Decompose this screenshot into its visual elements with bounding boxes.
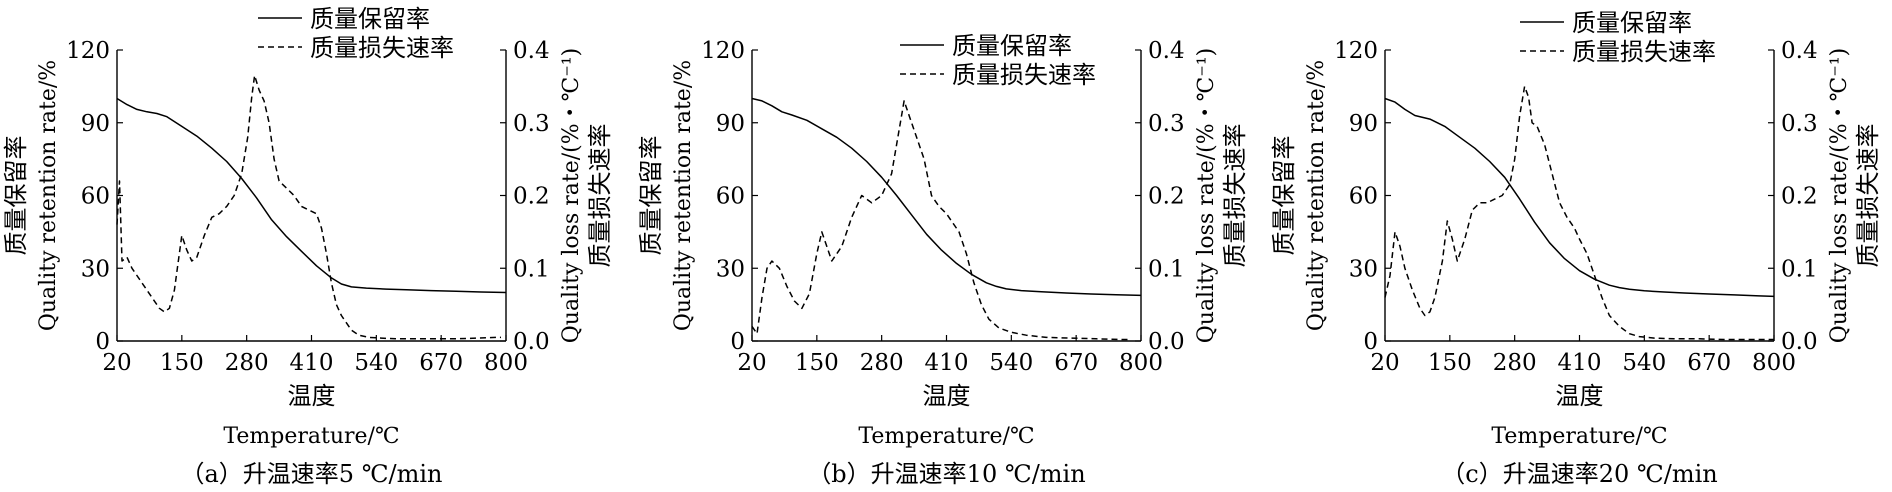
y-right-tick-label: 0.0 — [513, 329, 550, 355]
x-axis-title: Temperature/℃ — [1491, 424, 1667, 449]
y-right-title: Quality loss rate/(%・℃⁻¹) — [1827, 48, 1852, 344]
y-left-title: Quality retention rate/% — [671, 60, 696, 331]
y-right-tick-label: 0.4 — [1781, 38, 1818, 64]
x-tick-label: 280 — [860, 350, 904, 376]
x-tick-label: 800 — [1752, 350, 1796, 376]
y-right-title: Quality loss rate/(%・℃⁻¹) — [559, 48, 584, 344]
x-tick-label: 800 — [484, 350, 528, 376]
x-tick-label: 150 — [795, 350, 839, 376]
y-left-tick-label: 90 — [716, 111, 745, 137]
y-left-tick-label: 90 — [81, 111, 110, 137]
y-right-tick-label: 0.2 — [513, 184, 550, 210]
y-right-tick-label: 0.3 — [1781, 111, 1818, 137]
legend-label: 质量保留率 — [952, 32, 1072, 60]
y-right-tick-label: 0.4 — [513, 38, 550, 64]
y-right-tick-label: 0.0 — [1781, 329, 1818, 355]
legend-label: 质量保留率 — [1572, 9, 1692, 37]
x-tick-label: 540 — [1622, 350, 1666, 376]
x-tick-label: 670 — [1687, 350, 1731, 376]
panel-caption: （b）升温速率10 ℃/min — [807, 460, 1085, 488]
x-tick-label: 150 — [160, 350, 204, 376]
x-tick-label: 540 — [989, 350, 1033, 376]
y-left-title-cn: 质量保留率 — [637, 136, 665, 256]
y-left-tick-label: 30 — [81, 256, 110, 282]
x-tick-label: 670 — [1054, 350, 1098, 376]
panel-caption: （c）升温速率20 ℃/min — [1441, 460, 1717, 488]
y-left-title: Quality retention rate/% — [36, 60, 61, 331]
x-tick-label: 150 — [1428, 350, 1472, 376]
x-axis-title-cn: 温度 — [923, 382, 971, 410]
y-left-tick-label: 0 — [1363, 329, 1378, 355]
series-line-loss-rate — [1384, 85, 1774, 341]
legend-label: 质量损失速率 — [952, 61, 1096, 89]
y-left-title-cn: 质量保留率 — [2, 136, 30, 256]
series-line-loss-rate — [751, 100, 1131, 341]
y-left-tick-label: 120 — [701, 38, 745, 64]
legend-label: 质量损失速率 — [1572, 38, 1716, 66]
y-left-tick-label: 0 — [730, 329, 745, 355]
y-right-tick-label: 0.0 — [1148, 329, 1185, 355]
x-tick-label: 410 — [1558, 350, 1602, 376]
y-right-tick-label: 0.1 — [1781, 256, 1818, 282]
y-left-tick-label: 0 — [95, 329, 110, 355]
y-left-title: Quality retention rate/% — [1304, 60, 1329, 331]
y-right-title: Quality loss rate/(%・℃⁻¹) — [1194, 48, 1219, 344]
y-right-title-cn: 质量损失速率 — [1221, 124, 1249, 268]
panel-caption: （a）升温速率5 ℃/min — [180, 460, 442, 488]
y-left-tick-label: 60 — [81, 184, 110, 210]
y-left-tick-label: 30 — [1349, 256, 1378, 282]
x-tick-label: 280 — [1493, 350, 1537, 376]
series-line-retention — [1384, 97, 1775, 298]
y-right-tick-label: 0.2 — [1781, 184, 1818, 210]
series-line-retention — [751, 97, 1142, 297]
x-tick-label: 20 — [1370, 350, 1399, 376]
x-axis-title: Temperature/℃ — [858, 424, 1034, 449]
y-left-tick-label: 30 — [716, 256, 745, 282]
x-axis-title-cn: 温度 — [288, 382, 336, 410]
y-right-tick-label: 0.3 — [1148, 111, 1185, 137]
y-left-tick-label: 60 — [716, 184, 745, 210]
chart-panel-c: 20 150 280 410 540 670 800 0 30 60 90 120 0.0 0.1 0.2 0… — [1270, 9, 1882, 488]
y-right-title-cn: 质量损失速率 — [586, 124, 614, 268]
y-left-tick-label: 120 — [66, 38, 110, 64]
chart-panel-b: 20 150 280 410 540 670 800 0 30 60 90 120 0.0 0.1 0.2 0… — [637, 32, 1249, 488]
chart-panel-a: 20 150 280 410 540 670 800 0 30 60 90 120 0.0 0.1 0.2 0… — [2, 5, 614, 488]
x-tick-label: 670 — [419, 350, 463, 376]
y-right-tick-label: 0.3 — [513, 111, 550, 137]
y-left-tick-label: 120 — [1334, 38, 1378, 64]
x-tick-label: 20 — [102, 350, 131, 376]
series-line-retention — [116, 97, 507, 294]
y-left-tick-label: 60 — [1349, 184, 1378, 210]
x-tick-label: 410 — [290, 350, 334, 376]
x-axis-title: Temperature/℃ — [223, 424, 399, 449]
y-right-tick-label: 0.4 — [1148, 38, 1185, 64]
y-left-tick-label: 90 — [1349, 111, 1378, 137]
y-right-title-cn: 质量损失速率 — [1854, 124, 1882, 268]
y-left-title-cn: 质量保留率 — [1270, 136, 1298, 256]
y-right-tick-label: 0.2 — [1148, 184, 1185, 210]
x-axis-title-cn: 温度 — [1556, 382, 1604, 410]
x-tick-label: 410 — [925, 350, 969, 376]
y-right-tick-label: 0.1 — [513, 256, 550, 282]
x-tick-label: 20 — [737, 350, 766, 376]
y-right-tick-label: 0.1 — [1148, 256, 1185, 282]
legend-label: 质量损失速率 — [310, 34, 454, 62]
legend-label: 质量保留率 — [310, 5, 430, 33]
x-tick-label: 540 — [354, 350, 398, 376]
x-tick-label: 280 — [225, 350, 269, 376]
series-line-loss-rate — [116, 74, 501, 340]
x-tick-label: 800 — [1119, 350, 1163, 376]
